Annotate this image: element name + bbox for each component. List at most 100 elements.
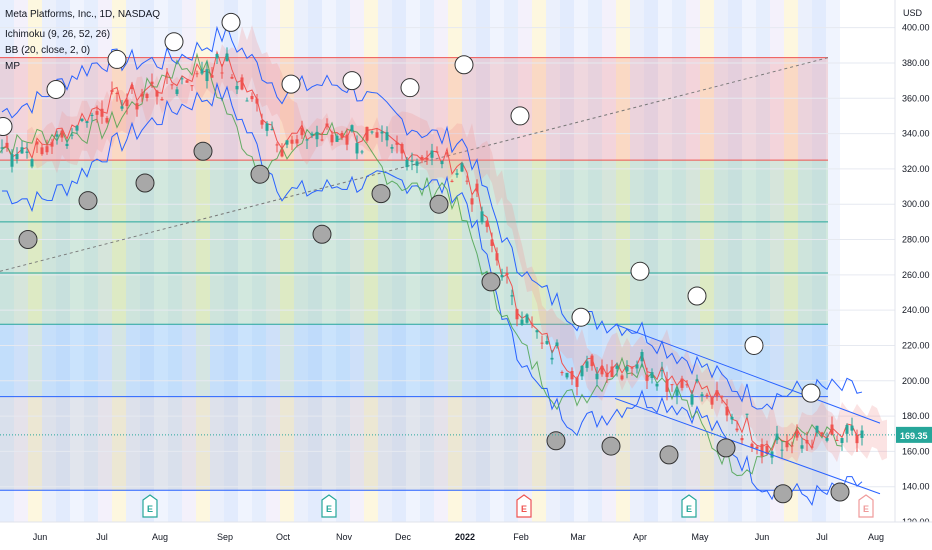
background-stripe [182, 0, 196, 522]
background-stripe [602, 0, 616, 522]
mp-circle-marker [830, 482, 850, 502]
candle-body [560, 372, 564, 374]
earnings-marker[interactable]: E [142, 494, 158, 518]
background-stripe [462, 0, 476, 522]
background-stripe [826, 0, 840, 522]
candle-body [710, 397, 714, 405]
background-stripe [210, 0, 224, 522]
time-tick-label: Apr [633, 532, 647, 542]
candle-body [415, 161, 419, 166]
legend: Meta Platforms, Inc., 1D, NASDAQ Ichimok… [5, 9, 160, 72]
candle-body [0, 147, 4, 149]
earnings-marker[interactable]: E [321, 494, 337, 518]
candle-body [750, 443, 754, 448]
background-stripe [42, 0, 56, 522]
background-stripe [532, 0, 546, 522]
earnings-marker[interactable]: E [858, 494, 874, 518]
price-tick-label: 160.00 [902, 446, 930, 456]
candle-body [365, 126, 369, 141]
candle-body [90, 114, 94, 116]
mp-circle-marker [744, 335, 764, 355]
candle-body [115, 93, 119, 95]
candle-body [685, 384, 689, 386]
earnings-marker[interactable]: E [516, 494, 532, 518]
mp-circle-marker [18, 230, 38, 250]
background-stripe [560, 0, 574, 522]
background-stripe [84, 0, 98, 522]
candle-body [45, 146, 49, 153]
candle-body [785, 441, 789, 448]
candle-body [645, 374, 649, 381]
candle-body [435, 151, 439, 153]
candle-body [805, 439, 809, 444]
candle-body [760, 444, 764, 457]
candle-body [640, 352, 644, 362]
mp-circle-marker [630, 261, 650, 281]
time-tick-label: Jul [816, 532, 828, 542]
candle-body [490, 239, 494, 246]
candle-body [810, 446, 814, 448]
candle-body [570, 370, 574, 380]
price-axis-bg [895, 0, 932, 522]
candle-body [455, 173, 459, 175]
mp-circle-marker [400, 78, 420, 98]
candle-body [170, 84, 174, 86]
candle-body [650, 372, 654, 379]
candle-body [215, 54, 219, 59]
earnings-marker-shape [858, 494, 874, 518]
background-stripe [686, 0, 700, 522]
mp-circle-marker [164, 32, 184, 52]
background-stripe [14, 0, 28, 522]
background-stripe [476, 0, 490, 522]
candle-body [35, 141, 39, 145]
candle-body [555, 342, 559, 346]
background-stripe [154, 0, 168, 522]
candle-body [595, 373, 599, 380]
candle-body [845, 425, 849, 434]
candle-body [360, 151, 364, 153]
price-tick-label: 260.00 [902, 270, 930, 280]
candle-body [610, 366, 614, 377]
candle-body [310, 133, 314, 136]
candle-body [590, 355, 594, 367]
background-stripe [616, 0, 630, 522]
price-tick-label: 200.00 [902, 376, 930, 386]
candle-body [535, 330, 539, 333]
candle-body [165, 76, 169, 78]
candle-body [795, 430, 799, 438]
candle-body [775, 433, 779, 441]
candle-body [420, 156, 424, 161]
candle-body [680, 378, 684, 388]
background-stripe [546, 0, 560, 522]
legend-bb: BB (20, close, 2, 0) [5, 45, 90, 56]
candle-body [530, 323, 534, 325]
legend-ichimoku: Ichimoku (9, 26, 52, 26) [5, 29, 110, 40]
candle-body [245, 100, 249, 102]
candle-body [190, 85, 194, 87]
time-tick-label: Aug [152, 532, 168, 542]
candle-body [235, 85, 239, 90]
candle-body [635, 364, 639, 369]
price-tick-label: 360.00 [902, 93, 930, 103]
candle-body [70, 134, 74, 136]
candle-body [815, 425, 819, 433]
candle-body [160, 98, 164, 101]
candle-body [705, 394, 709, 397]
background-stripe [756, 0, 770, 522]
lagging-span [0, 52, 843, 477]
mp-circle-marker [454, 55, 474, 75]
mp-circle-marker [687, 286, 707, 306]
candle-body [735, 428, 739, 431]
time-tick-label: Jul [96, 532, 108, 542]
earnings-marker[interactable]: E [681, 494, 697, 518]
background-stripe [588, 0, 602, 522]
background-stripe [238, 0, 252, 522]
candle-body [275, 144, 279, 146]
candle-body [330, 134, 334, 143]
candle-body [565, 372, 569, 378]
candle-body [285, 140, 289, 145]
